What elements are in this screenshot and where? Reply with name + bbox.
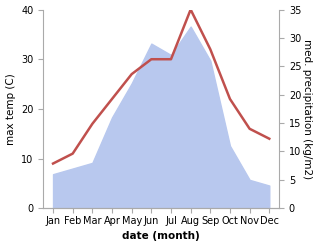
X-axis label: date (month): date (month)	[122, 231, 200, 242]
Y-axis label: med. precipitation (kg/m2): med. precipitation (kg/m2)	[302, 39, 313, 179]
Y-axis label: max temp (C): max temp (C)	[5, 73, 16, 145]
